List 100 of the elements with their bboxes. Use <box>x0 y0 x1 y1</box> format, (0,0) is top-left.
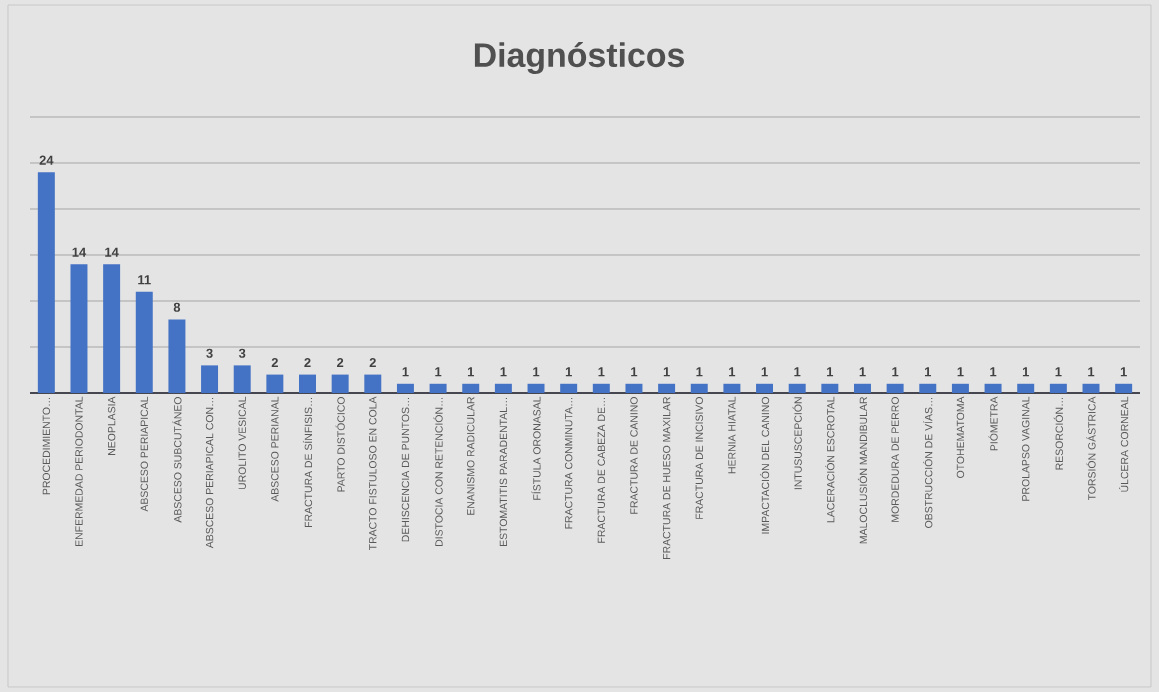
bar <box>266 374 284 393</box>
data-label: 1 <box>500 367 507 377</box>
data-label: 1 <box>631 367 638 377</box>
bar <box>37 172 55 393</box>
x-tick-label: FRACTURA CONMINUTA… <box>564 397 573 529</box>
x-tick-label: ÚLCERA CORNEAL <box>1119 396 1129 492</box>
bar <box>560 383 578 393</box>
bar <box>168 319 186 393</box>
bar <box>103 264 121 393</box>
x-tick-label: MORDEDURA DE PERRO <box>891 397 899 522</box>
chart-title: Diagnósticos <box>474 41 684 74</box>
data-label: 1 <box>663 367 670 377</box>
x-tick-label: FRACTURA DE SÍNFISIS… <box>302 397 313 527</box>
bar <box>429 383 447 393</box>
x-tick-label: PROCEDIMIENTO… <box>42 397 51 495</box>
data-label: 1 <box>990 367 997 377</box>
bar <box>527 383 545 393</box>
bar <box>756 383 774 393</box>
x-tick-label: LACERACIÓN ESCROTAL <box>825 396 835 523</box>
data-label: 1 <box>696 367 703 377</box>
data-label: 14 <box>105 247 119 257</box>
data-label: 1 <box>892 367 899 377</box>
x-tick-label: TORSIÓN GÁSTRICA <box>1086 396 1096 501</box>
bar <box>723 383 741 393</box>
x-tick-label: INTUSUSCEPCIÓN <box>792 397 802 490</box>
x-tick-label: OTOHEMATOMA <box>956 396 965 478</box>
data-label: 1 <box>598 367 605 377</box>
data-label: 1 <box>435 367 442 377</box>
x-tick-label: NEOPLASIA <box>107 396 116 455</box>
x-tick-label: UROLITO VESICAL <box>238 396 246 490</box>
data-label: 2 <box>337 358 344 368</box>
bar <box>364 374 382 393</box>
x-tick-label: MALOCLUSIÓN MANDIBULAR <box>857 397 868 544</box>
bar <box>135 291 153 393</box>
data-label: 3 <box>206 348 213 358</box>
x-tick-label: IMPACTACIÓN DEL CANINO <box>759 397 770 534</box>
bar <box>201 365 219 393</box>
x-tick-label: FRACTURA DE CABEZA DE… <box>597 397 606 543</box>
bar <box>919 383 937 393</box>
data-label: 11 <box>138 275 151 285</box>
bar <box>1049 383 1067 393</box>
bar <box>331 374 349 393</box>
x-tick-label: ABSCESO PERIAPICAL CON… <box>205 397 214 549</box>
data-label: 2 <box>304 358 311 368</box>
x-tick-label: DEHISCENCIA DE PUNTOS… <box>401 397 410 542</box>
x-tick-label: PIÓMETRA <box>988 396 998 451</box>
bar <box>396 383 414 393</box>
bar <box>625 383 643 393</box>
x-tick-label: ABSCESO SUBCUTÁNEO <box>172 397 182 523</box>
data-label: 3 <box>238 348 246 358</box>
x-tick-label: TRACTO FISTULOSO EN COLA <box>369 396 377 551</box>
bar <box>853 383 871 393</box>
x-tick-label: PROLAPSO VAGINAL <box>1022 396 1030 501</box>
data-label: 1 <box>533 367 540 377</box>
bar <box>70 264 88 393</box>
data-label: 14 <box>72 247 87 257</box>
x-tick-label: PARTO DISTÓCICO <box>335 397 345 492</box>
data-label: 2 <box>271 358 278 368</box>
data-label: 1 <box>565 367 572 377</box>
bar <box>494 383 512 393</box>
data-label: 1 <box>1022 367 1029 377</box>
x-tick-label: FRACTURA DE INCISIVO <box>695 397 703 519</box>
data-label: 1 <box>1120 367 1127 377</box>
data-label: 1 <box>402 367 409 377</box>
x-tick-label: OBSTRUCCIÓN DE VÍAS… <box>923 397 933 528</box>
bar <box>592 383 610 393</box>
bar <box>690 383 708 393</box>
bar <box>233 365 251 393</box>
data-label: 24 <box>39 155 54 165</box>
data-label: 1 <box>761 367 768 377</box>
bar <box>984 383 1002 393</box>
bar <box>299 374 316 393</box>
x-tick-label: FÍSTULA ORONASAL <box>531 396 541 500</box>
data-label: 1 <box>1088 367 1095 377</box>
data-label: 1 <box>1055 367 1062 377</box>
x-tick-label: HERNIA HIATAL <box>728 396 736 474</box>
x-tick-label: ENANISMO RADICULAR <box>467 397 475 515</box>
data-label: 1 <box>729 367 736 377</box>
data-label: 1 <box>467 367 474 377</box>
x-tick-label: FRACTURA DE HUESO MAXILAR <box>662 397 671 559</box>
bar <box>1115 383 1133 393</box>
x-tick-label: RESORCIÓN… <box>1053 397 1063 470</box>
data-label: 2 <box>369 358 376 368</box>
data-label: 1 <box>794 367 801 377</box>
bar <box>951 383 969 393</box>
data-label: 8 <box>173 302 181 312</box>
bar <box>1082 383 1100 393</box>
data-label: 1 <box>924 367 932 377</box>
data-label: 1 <box>859 367 866 377</box>
x-tick-label: ABSCESO PERIAPICAL <box>140 396 148 512</box>
bar <box>788 383 806 393</box>
bar <box>886 383 904 393</box>
x-tick-label: FRACTURA DE CANINO <box>630 397 638 514</box>
x-tick-label: ABSCESO PERIANAL <box>271 396 279 502</box>
data-label: 1 <box>827 367 834 377</box>
x-tick-label: ENFERMEDAD PERIODONTAL <box>75 396 83 546</box>
x-tick-label: DISTOCIA CON RETENCIÓN… <box>433 397 443 546</box>
bar <box>462 383 480 393</box>
bar <box>658 383 676 393</box>
x-tick-label: ESTOMATITIS PARADENTAL… <box>499 397 508 546</box>
